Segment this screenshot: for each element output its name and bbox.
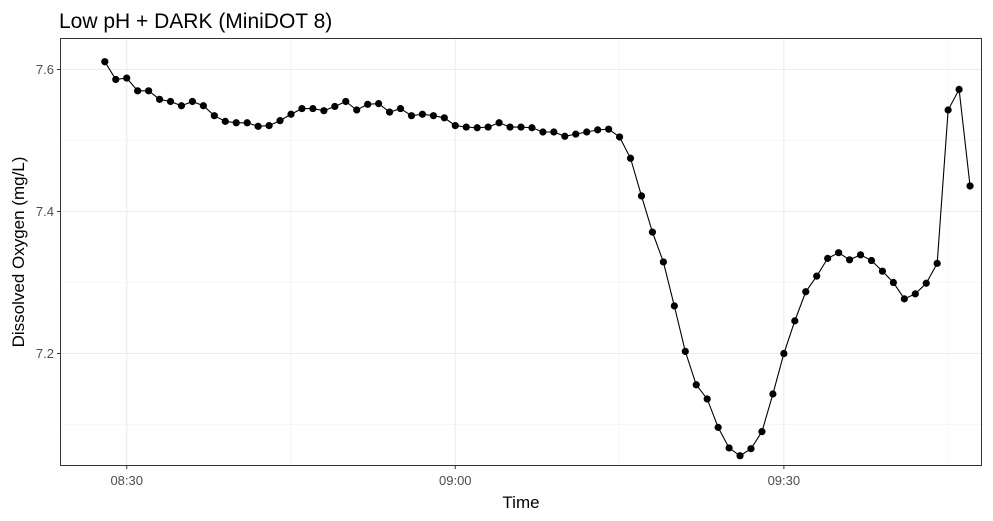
data-point: [747, 445, 755, 453]
data-point: [802, 288, 810, 296]
data-point: [243, 119, 251, 127]
data-point: [637, 192, 646, 200]
data-point: [451, 122, 459, 130]
series-layer: [101, 58, 974, 460]
gridlines: [61, 39, 981, 465]
data-point: [364, 100, 372, 108]
data-point: [506, 123, 514, 131]
data-point: [134, 87, 142, 95]
data-point: [692, 381, 700, 389]
data-point: [648, 228, 657, 236]
data-point: [396, 104, 405, 113]
data-point: [385, 108, 394, 116]
data-point: [276, 117, 284, 125]
data-point: [188, 97, 197, 106]
data-point: [867, 256, 876, 265]
axes: 08:30 09:00 09:30 7.2 7.4 7.6: [36, 62, 800, 488]
data-point: [309, 104, 317, 113]
x-axis-title: Time: [502, 493, 539, 512]
data-point: [166, 97, 175, 106]
data-point: [199, 102, 207, 110]
data-point: [265, 122, 273, 130]
data-point: [298, 104, 306, 113]
x-tick-label: 09:00: [439, 473, 472, 488]
data-point: [210, 112, 218, 120]
data-point: [473, 124, 481, 132]
data-point: [758, 428, 766, 436]
data-point: [112, 75, 120, 84]
data-point: [528, 124, 536, 132]
data-point: [495, 119, 503, 127]
data-point: [824, 254, 832, 262]
data-point: [429, 112, 437, 120]
data-point: [845, 256, 854, 264]
data-point: [462, 123, 470, 131]
data-point: [550, 128, 558, 136]
data-point: [331, 102, 339, 111]
data-point: [736, 452, 744, 460]
data-point: [440, 114, 448, 122]
data-point: [615, 133, 624, 141]
plot-panel-border: [60, 38, 982, 466]
data-point: [101, 58, 109, 66]
data-point: [572, 130, 580, 138]
data-point: [966, 182, 974, 190]
data-point: [626, 154, 635, 162]
data-point: [539, 128, 547, 136]
data-point: [889, 278, 897, 287]
data-point: [911, 290, 919, 298]
data-point: [922, 279, 930, 287]
data-point: [232, 119, 240, 127]
y-tick-label: 7.2: [36, 346, 54, 361]
y-tick-label: 7.6: [36, 62, 54, 77]
data-point: [177, 102, 186, 110]
data-point: [320, 107, 328, 115]
data-point: [791, 317, 799, 325]
data-point: [145, 87, 153, 95]
data-point: [605, 125, 613, 133]
data-point: [484, 123, 492, 131]
data-point: [155, 95, 164, 103]
data-point: [955, 85, 963, 94]
data-point: [375, 100, 383, 108]
data-point: [714, 423, 722, 431]
data-point: [703, 395, 711, 403]
data-point: [583, 128, 591, 136]
y-tick-label: 7.4: [36, 204, 54, 219]
data-point: [769, 390, 777, 398]
data-point: [900, 295, 908, 303]
data-point: [725, 444, 733, 452]
data-point: [878, 267, 887, 275]
data-point: [342, 97, 350, 106]
data-point: [287, 110, 295, 118]
chart-title: Low pH + DARK (MiniDOT 8): [59, 10, 332, 33]
data-point: [813, 272, 821, 280]
data-point: [856, 251, 865, 259]
x-tick-label: 08:30: [110, 473, 143, 488]
data-point: [681, 347, 689, 355]
data-point: [418, 110, 427, 118]
data-point: [123, 74, 131, 82]
data-point: [835, 249, 843, 257]
data-point: [933, 259, 941, 267]
data-point: [561, 132, 569, 140]
data-point: [221, 117, 229, 125]
data-point: [517, 123, 525, 131]
data-point: [594, 126, 602, 134]
data-point: [659, 258, 667, 266]
data-point: [944, 106, 952, 114]
data-point: [670, 302, 678, 310]
data-point: [353, 106, 361, 114]
x-tick-label: 09:30: [768, 473, 801, 488]
data-point: [254, 122, 262, 130]
data-point: [407, 112, 416, 120]
y-axis-title: Dissolved Oxygen (mg/L): [9, 157, 28, 348]
data-point: [780, 349, 788, 358]
